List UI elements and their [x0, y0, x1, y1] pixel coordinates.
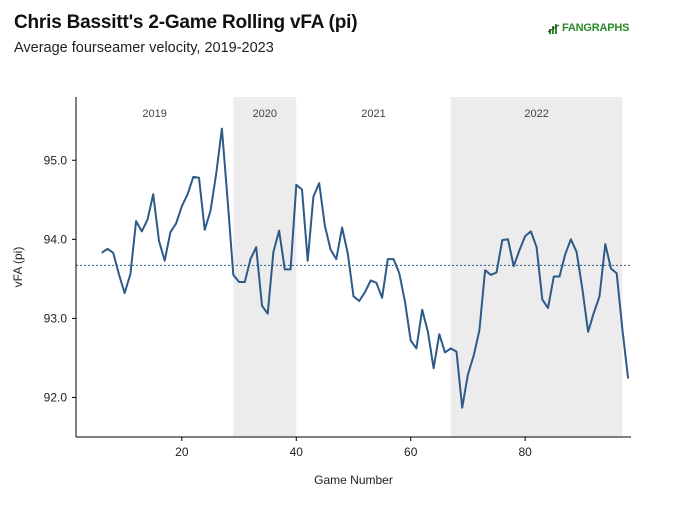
season-label-2021: 2021	[361, 108, 385, 120]
x-tick-label: 20	[175, 445, 189, 459]
x-tick-label: 80	[518, 445, 532, 459]
y-axis-title: vFA (pi)	[11, 247, 25, 288]
season-band-2022	[450, 97, 623, 437]
series-line	[101, 127, 630, 409]
logo-mark-icon	[547, 22, 560, 34]
season-label-2020: 2020	[253, 108, 277, 120]
x-tick-label: 40	[290, 445, 304, 459]
season-band-2020	[233, 97, 297, 437]
x-axis-ticks: 20 40 60 80	[175, 437, 532, 459]
y-axis-ticks: 92.0 93.0 94.0 95.0	[44, 153, 76, 404]
chart-title: Chris Bassitt's 2-Game Rolling vFA (pi)	[14, 12, 358, 33]
season-label-2019: 2019	[142, 108, 166, 120]
season-bands	[233, 97, 623, 437]
chart-subtitle: Average fourseamer velocity, 2019-2023	[14, 40, 274, 56]
y-tick-label: 95.0	[44, 153, 68, 167]
x-axis-title: Game Number	[314, 473, 393, 487]
axes	[75, 97, 631, 438]
logo-text: FANGRAPHS	[562, 22, 630, 34]
season-label-2022: 2022	[524, 108, 548, 120]
fangraphs-logo: FANGRAPHS	[547, 22, 630, 34]
x-tick-label: 60	[404, 445, 418, 459]
y-tick-label: 92.0	[44, 390, 68, 404]
season-labels: 2019 2020 2021 2022	[142, 108, 548, 120]
y-tick-label: 93.0	[44, 311, 68, 325]
y-tick-label: 94.0	[44, 232, 68, 246]
